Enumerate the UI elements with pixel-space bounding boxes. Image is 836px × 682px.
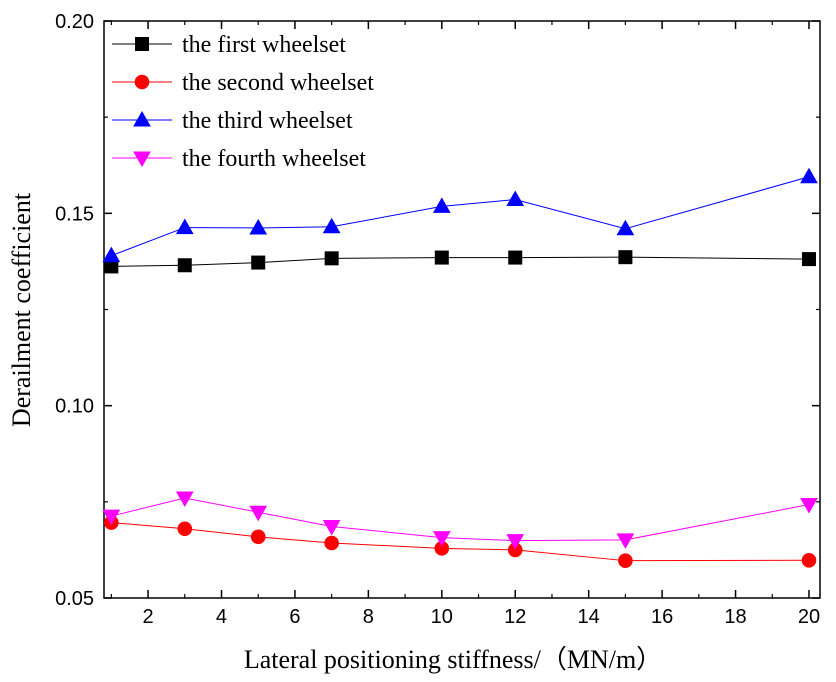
y-tick-label: 0.15 (55, 203, 94, 225)
legend-marker (135, 37, 149, 51)
data-point (177, 521, 193, 537)
data-point (434, 250, 449, 265)
data-point (322, 217, 341, 234)
data-point (618, 250, 633, 265)
x-tick-label: 20 (798, 606, 820, 628)
y-tick-label: 0.05 (55, 588, 94, 610)
x-tick-label: 10 (431, 606, 453, 628)
legend-marker (134, 74, 150, 90)
data-point (432, 531, 451, 547)
x-tick-label: 14 (578, 606, 600, 628)
data-point (102, 246, 121, 263)
series-line (111, 522, 809, 562)
data-point (324, 535, 339, 551)
data-point (177, 258, 192, 273)
legend-label: the first wheelset (182, 32, 346, 58)
data-point (800, 498, 818, 514)
data-point (801, 553, 817, 568)
y-tick-label: 0.20 (55, 11, 94, 33)
x-axis-label: Lateral positioning stiffness/（MN/m） (244, 645, 662, 674)
x-tick-label: 4 (216, 606, 227, 628)
data-point (618, 553, 633, 568)
ticks: 2 4 6 8 10 12 14 16 18 20 0.05 0.10 0.15 0.20 (55, 11, 820, 628)
legend-marker (133, 151, 151, 168)
data-point (506, 190, 525, 206)
x-tick-label: 6 (289, 606, 300, 628)
x-tick-label: 16 (651, 606, 673, 628)
data-point (432, 197, 451, 213)
data-point (800, 167, 818, 184)
x-tick-label: 12 (504, 606, 526, 628)
series-line (111, 256, 809, 267)
series-the-third-wheelset (102, 167, 818, 263)
data-point (175, 491, 194, 507)
y-axis-label: Derailment coefficient (7, 192, 36, 427)
legend-label: the third wheelset (182, 108, 353, 134)
data-point (508, 250, 523, 265)
series-line (111, 497, 810, 542)
x-tick-label: 2 (142, 606, 153, 628)
legend-item-the-fourth-wheelset: the fourth wheelset (112, 146, 366, 172)
legend-label: the second wheelset (182, 70, 374, 96)
data-point (322, 519, 341, 536)
legend-item-the-second-wheelset: the second wheelset (112, 70, 374, 96)
x-tick-label: 18 (724, 606, 746, 628)
series-group (102, 167, 818, 568)
series-the-fourth-wheelset (102, 491, 818, 550)
series-the-first-wheelset (104, 250, 816, 274)
data-point (251, 255, 266, 270)
legend-marker (133, 110, 151, 127)
data-point (175, 218, 194, 235)
x-tick-label: 8 (363, 606, 374, 628)
legend-item-the-first-wheelset: the first wheelset (112, 32, 346, 58)
data-point (102, 509, 121, 526)
data-point (249, 218, 268, 235)
data-point (250, 529, 266, 545)
data-point (801, 252, 816, 267)
data-point (616, 533, 635, 549)
legend-item-the-third-wheelset: the third wheelset (112, 108, 353, 134)
data-point (324, 251, 339, 266)
data-point (616, 219, 635, 236)
data-point (249, 505, 268, 522)
data-point (506, 534, 525, 550)
legend-label: the fourth wheelset (182, 146, 366, 172)
y-tick-label: 0.10 (55, 396, 94, 418)
legend: the first wheelset the second wheelset the… (112, 32, 374, 172)
series-line (111, 176, 810, 257)
